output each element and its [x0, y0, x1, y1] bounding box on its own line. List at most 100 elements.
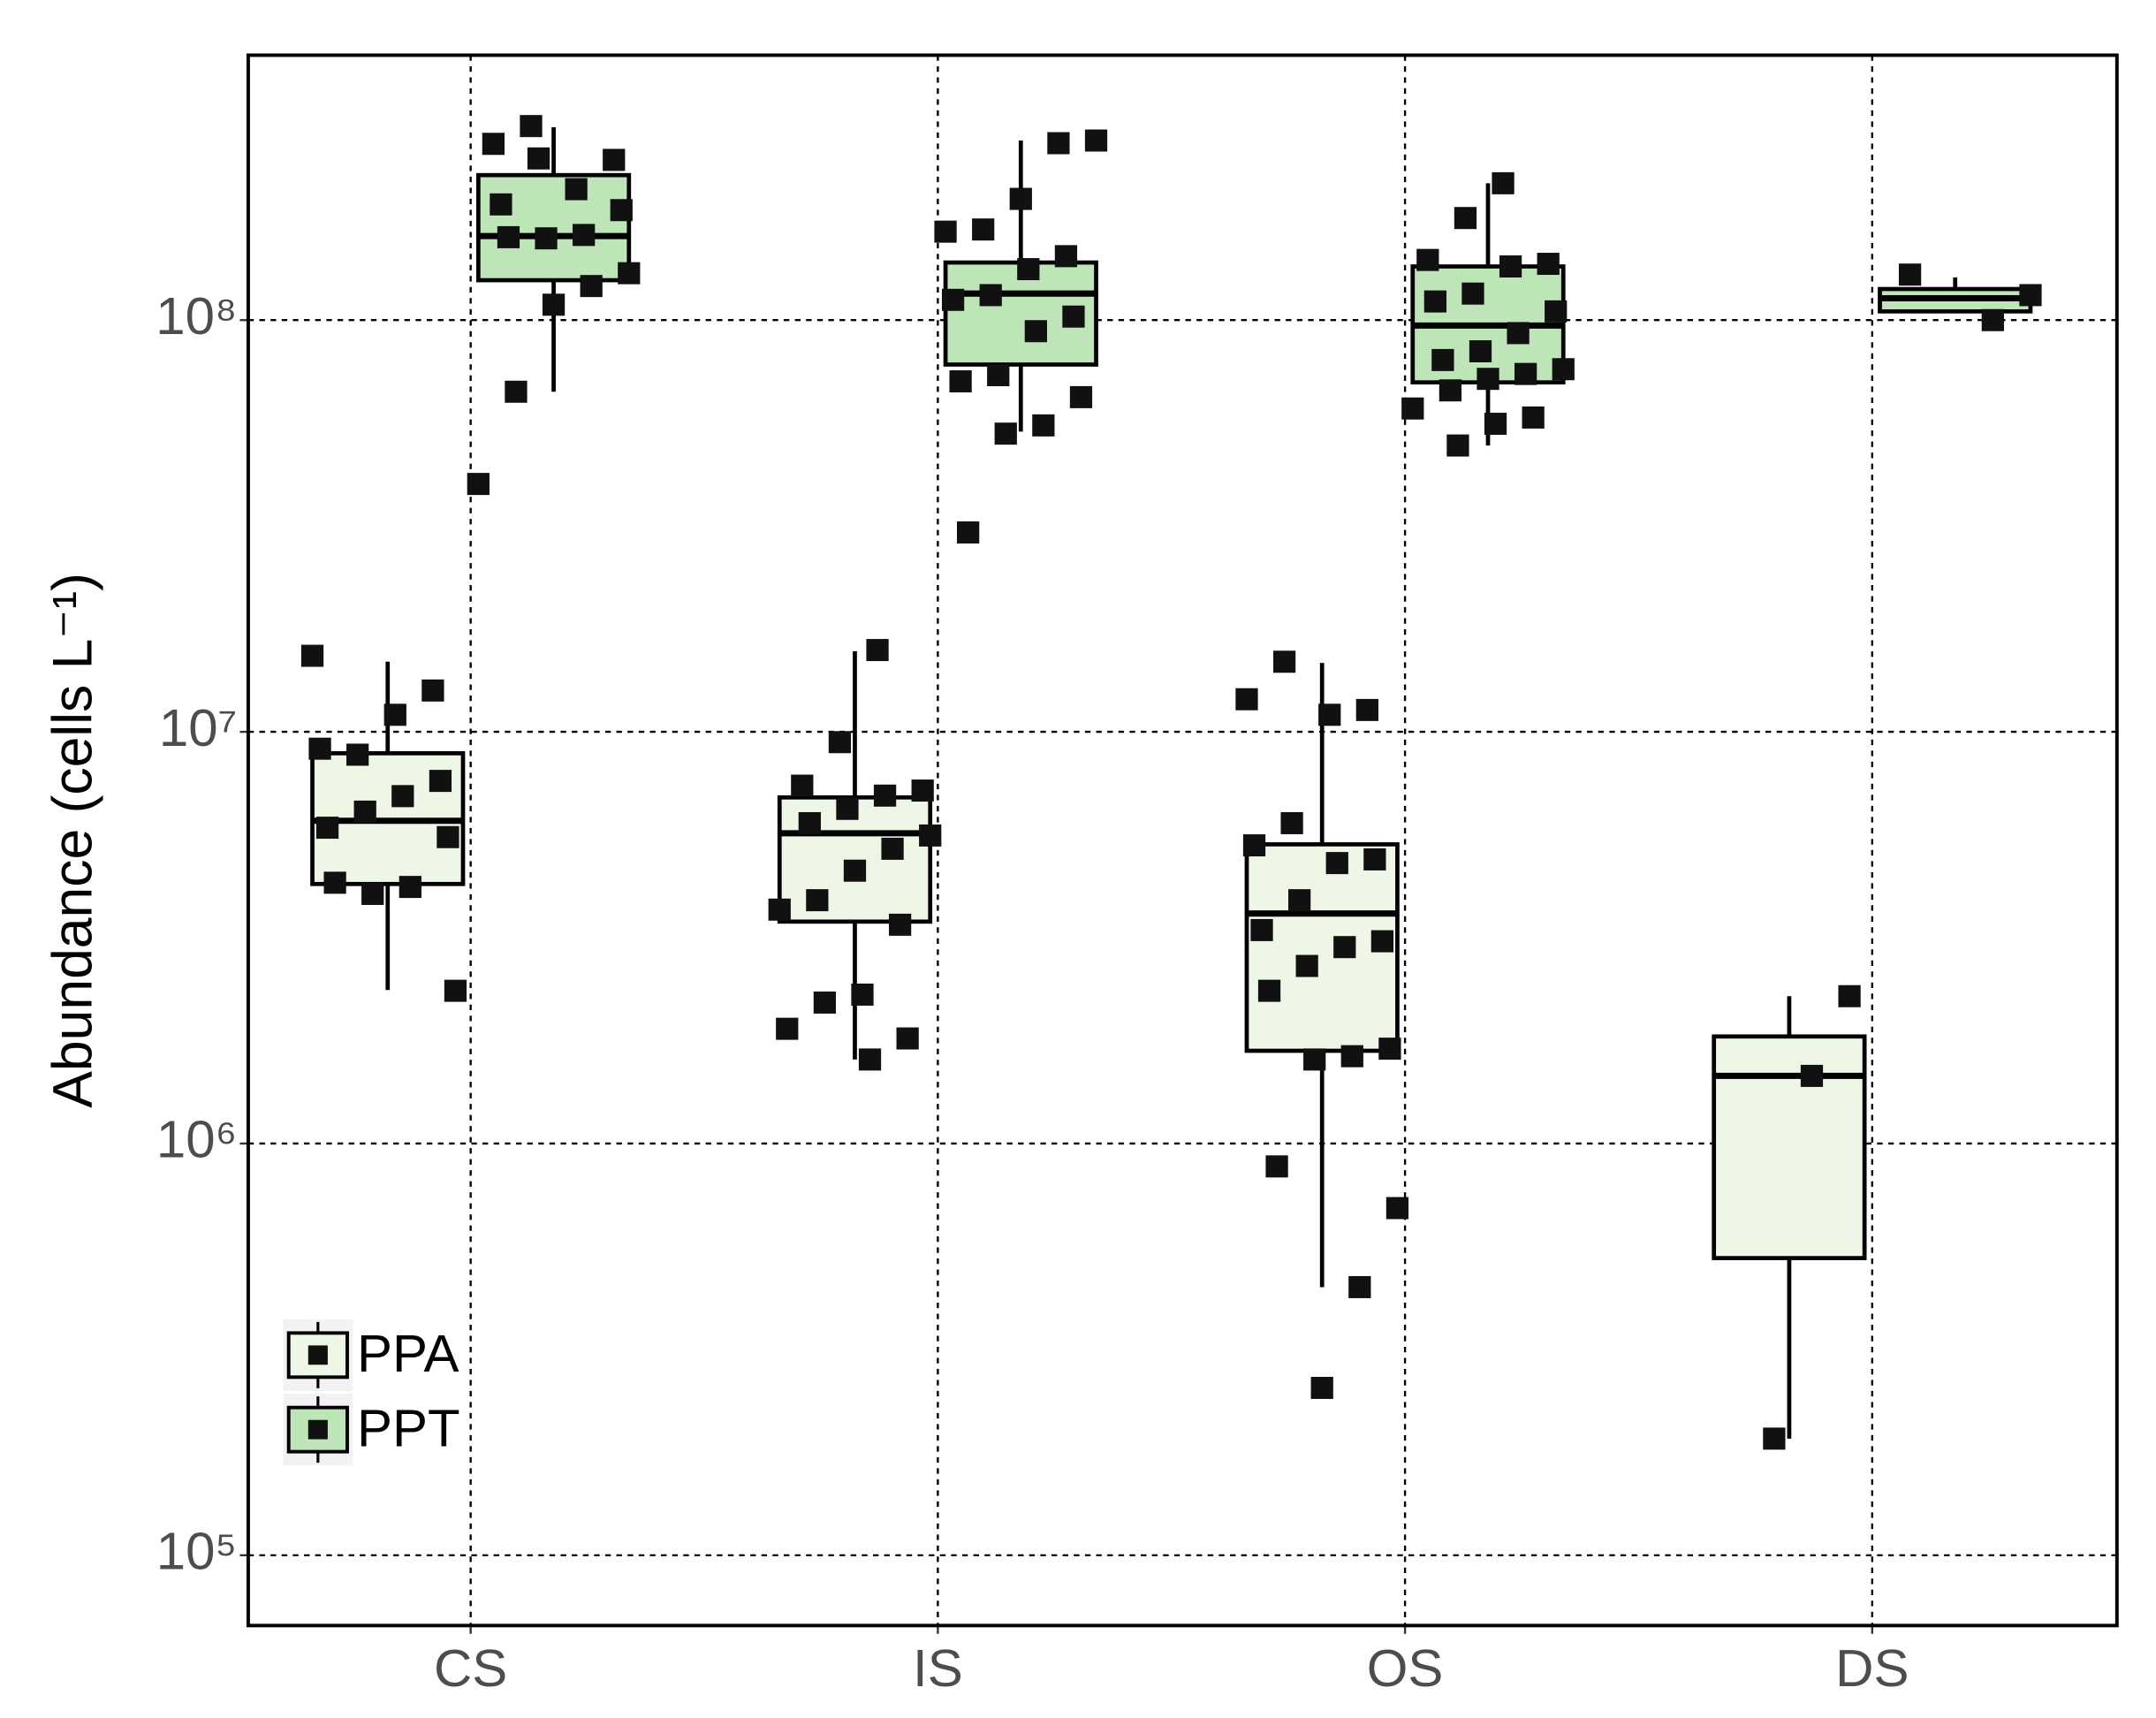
data-point [1009, 187, 1032, 210]
data-point [828, 731, 852, 754]
data-point [994, 422, 1017, 445]
data-point [353, 800, 376, 823]
data-point [1545, 300, 1568, 323]
data-point [1272, 650, 1296, 673]
data-point [866, 639, 889, 662]
data-point [1385, 1197, 1409, 1220]
data-point [1333, 936, 1356, 959]
data-point [798, 811, 821, 834]
data-point [1032, 414, 1055, 437]
data-point [1250, 918, 1273, 941]
y-axis-title: Abundance (cells L⁻¹) [42, 573, 103, 1108]
data-point [505, 380, 528, 403]
data-point [1310, 1376, 1333, 1399]
data-point [1800, 1064, 1824, 1087]
box [1712, 1034, 1867, 1260]
data-point [987, 364, 1010, 387]
data-point [610, 199, 633, 222]
data-point [911, 779, 934, 802]
data-point [941, 288, 965, 311]
x-tick-label: CS [434, 1638, 507, 1698]
data-point [1363, 848, 1386, 870]
data-point [843, 859, 867, 882]
data-point [949, 370, 972, 393]
data-point [1507, 322, 1530, 345]
y-tick-label: 10⁵ [156, 1522, 238, 1581]
data-point [1235, 688, 1258, 711]
data-point [1552, 358, 1575, 381]
data-point [482, 133, 505, 156]
data-point [1499, 255, 1522, 277]
data-point [315, 817, 339, 840]
data-point [851, 983, 874, 1006]
data-point [1017, 258, 1040, 281]
x-tick-label: IS [913, 1638, 963, 1698]
data-point [444, 979, 467, 1002]
x-tick-label: OS [1367, 1638, 1444, 1698]
legend-point [307, 1345, 328, 1365]
data-point [1242, 834, 1266, 857]
data-point [437, 825, 459, 848]
data-point [603, 148, 626, 171]
data-point [1303, 1048, 1326, 1071]
data-point [1295, 954, 1318, 977]
data-point [1325, 852, 1348, 875]
data-point [1069, 385, 1093, 408]
data-point [1477, 368, 1499, 391]
data-point [1355, 698, 1378, 721]
data-point [1401, 397, 1424, 420]
data-point [813, 991, 837, 1014]
data-point [467, 473, 490, 496]
data-point [1288, 889, 1311, 912]
data-point [1898, 263, 1922, 286]
data-point [1439, 379, 1462, 402]
data-point [323, 871, 346, 894]
data-point [520, 115, 543, 138]
data-point [1054, 245, 1078, 268]
data-point [888, 913, 912, 936]
data-point [421, 679, 444, 702]
data-point [836, 797, 859, 820]
data-point [1484, 413, 1507, 436]
data-point [542, 293, 566, 316]
data-point [1378, 1038, 1401, 1060]
data-point [896, 1027, 919, 1050]
data-point [791, 774, 814, 797]
data-point [1024, 320, 1047, 343]
data-point [346, 743, 369, 766]
data-point [391, 785, 414, 808]
data-point [1257, 979, 1281, 1002]
data-point [573, 224, 596, 247]
plot-frame [246, 53, 2119, 1628]
data-point [2019, 284, 2042, 307]
data-point [768, 898, 791, 921]
data-point [399, 876, 421, 899]
data-point [1514, 362, 1537, 385]
data-point [535, 227, 558, 250]
data-point [776, 1017, 799, 1040]
y-tick-label: 10⁷ [159, 698, 237, 757]
data-point [806, 889, 829, 912]
data-point [1461, 282, 1484, 305]
data-point [979, 284, 1002, 307]
data-point [919, 824, 942, 847]
data-point [1370, 930, 1394, 953]
data-point [972, 218, 995, 241]
data-point [429, 770, 452, 793]
y-tick-label: 10⁸ [156, 286, 237, 346]
data-point [383, 703, 406, 726]
data-point [1469, 340, 1492, 362]
data-point [1348, 1275, 1371, 1298]
data-point [308, 737, 331, 760]
y-tick-label: 10⁶ [156, 1110, 237, 1169]
data-point [858, 1048, 882, 1071]
data-point [1763, 1427, 1786, 1450]
data-point [1454, 207, 1477, 230]
data-point [1423, 290, 1446, 313]
data-point [1838, 984, 1861, 1007]
data-point [580, 275, 603, 298]
data-point [1416, 248, 1439, 271]
legend-label: PPA [357, 1324, 459, 1383]
data-point [1981, 308, 2004, 331]
data-point [361, 882, 384, 905]
